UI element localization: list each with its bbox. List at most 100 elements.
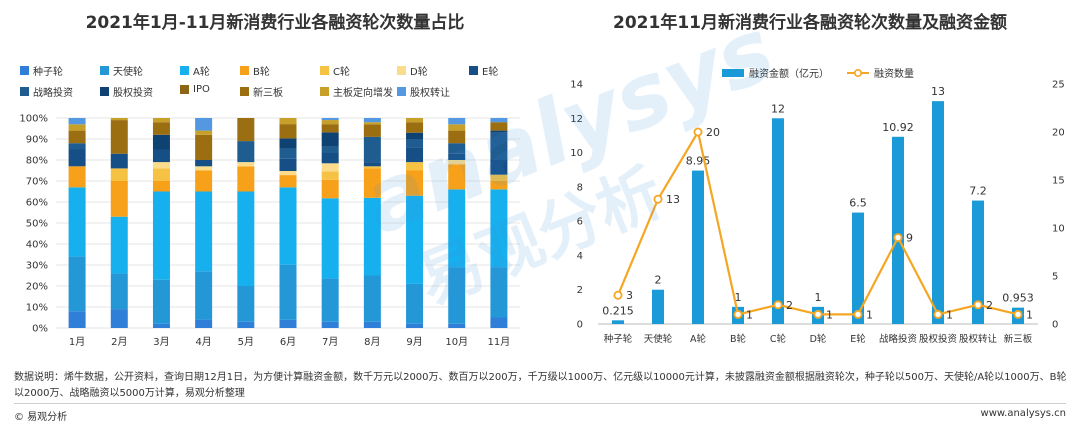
left-stacked-bar-chart: 0% 10% 20% 30% 40% 50% 60% 70% 80% 90% 100% 1月 2月 3月 4… — [19, 114, 520, 348]
legend-label: A轮 — [193, 67, 210, 78]
bar-segment — [490, 181, 508, 190]
legend-swatch — [722, 68, 744, 77]
bar-value-label: 1 — [735, 291, 742, 304]
bar-segment — [152, 191, 170, 280]
legend-swatch — [240, 66, 249, 75]
bar-segment — [363, 122, 381, 125]
legend-swatch — [397, 66, 406, 75]
line-value-label: 1 — [946, 308, 953, 321]
line-value-label: 1 — [866, 308, 873, 321]
line-value-label: 20 — [706, 126, 720, 139]
legend-label: 主板定向增发 — [333, 88, 393, 99]
bar-segment — [406, 162, 424, 171]
line-point — [933, 309, 943, 319]
legend-swatch — [320, 66, 329, 75]
y-tick-label: 90% — [26, 135, 48, 146]
y-right-tick-label: 0 — [1052, 320, 1058, 331]
bar-segment — [195, 170, 213, 192]
bar-segment — [110, 181, 128, 217]
bar-segment — [152, 181, 170, 192]
legend-label: IPO — [193, 84, 210, 95]
bar-segment — [195, 271, 213, 320]
bar-segment — [237, 321, 255, 328]
legend-label: 股权转让 — [410, 88, 450, 99]
bar-value-label: 1 — [815, 291, 822, 304]
bar-segment — [321, 146, 339, 153]
bar-segment — [448, 124, 466, 131]
legend-swatch — [100, 87, 109, 96]
bar-segment — [195, 130, 213, 135]
legend-swatch — [180, 85, 189, 94]
bar-segment — [279, 124, 297, 139]
bar-value-label: 0.953 — [1002, 292, 1034, 305]
bar-segment — [279, 138, 297, 149]
y-left-tick-label: 2 — [577, 285, 583, 296]
line-value-label: 2 — [786, 299, 793, 312]
bar-segment — [279, 264, 297, 320]
bar-value-label: 10.92 — [882, 121, 914, 134]
y-right-tick-label: 10 — [1052, 224, 1065, 235]
bar-segment — [195, 134, 213, 160]
legend-label: 战略投资 — [33, 88, 73, 99]
y-tick-label: 60% — [26, 198, 48, 209]
bar-segment — [110, 153, 128, 169]
line-value-label: 9 — [906, 232, 913, 245]
bar-segment — [110, 216, 128, 274]
y-right-tick-label: 20 — [1052, 128, 1065, 139]
x-tick-label: A轮 — [690, 333, 706, 345]
bar-segment — [406, 195, 424, 284]
bar-segment — [279, 319, 297, 328]
bar-segment — [237, 118, 255, 142]
bar-segment — [321, 124, 339, 133]
x-tick-label: B轮 — [730, 333, 747, 345]
y-left-tick-label: 12 — [570, 114, 583, 125]
y-left-tick-label: 10 — [570, 148, 583, 159]
bar-value-label: 0.215 — [602, 304, 634, 317]
x-tick-label: 种子轮 — [604, 333, 633, 345]
bar-segment — [448, 160, 466, 165]
bar-value-label: 2 — [655, 274, 662, 287]
bar — [892, 136, 904, 324]
legend-label: D轮 — [410, 67, 428, 78]
bar-segment — [152, 279, 170, 324]
x-tick-label: C轮 — [770, 333, 787, 345]
y-left-tick-label: 4 — [577, 251, 583, 262]
bar-segment — [490, 317, 508, 328]
y-tick-label: 40% — [26, 240, 48, 251]
y-left-tick-label: 0 — [577, 320, 583, 331]
x-tick-label: 6月 — [280, 336, 296, 348]
bar-segment — [406, 170, 424, 196]
legend-item-left: 天使轮 — [100, 63, 143, 78]
y-tick-label: 70% — [26, 177, 48, 188]
line-point — [893, 233, 903, 243]
bar — [972, 200, 984, 324]
right-chart-title: 2021年11月新消费行业各融资轮次数量及融资金额 — [613, 13, 1007, 33]
legend-swatch — [240, 87, 249, 96]
bar-segment — [152, 118, 170, 123]
bar-segment — [152, 323, 170, 328]
bar-segment — [279, 158, 297, 172]
bar — [932, 101, 944, 325]
bar-segment — [68, 130, 86, 144]
y-tick-label: 30% — [26, 261, 48, 272]
legend-item-left: C轮 — [320, 63, 350, 78]
legend-label: B轮 — [253, 67, 270, 78]
bar-value-label: 13 — [931, 85, 945, 98]
bar-segment — [321, 278, 339, 322]
bar — [772, 118, 784, 325]
legend-item-left: 股权投资 — [100, 84, 153, 99]
line-point — [653, 194, 663, 204]
bar-segment — [490, 130, 508, 133]
x-tick-label: 11月 — [488, 336, 511, 348]
legend-label: C轮 — [333, 67, 350, 78]
legend-item-left: D轮 — [397, 63, 428, 78]
legend-line-marker — [847, 68, 869, 77]
line-point — [693, 127, 703, 137]
bar-segment — [406, 139, 424, 148]
x-tick-label: 5月 — [238, 336, 254, 348]
x-tick-label: 1月 — [69, 336, 85, 348]
bar-value-label: 8.95 — [686, 155, 711, 168]
line-point — [773, 300, 783, 310]
bar-segment — [279, 148, 297, 159]
bar-segment — [448, 118, 466, 125]
